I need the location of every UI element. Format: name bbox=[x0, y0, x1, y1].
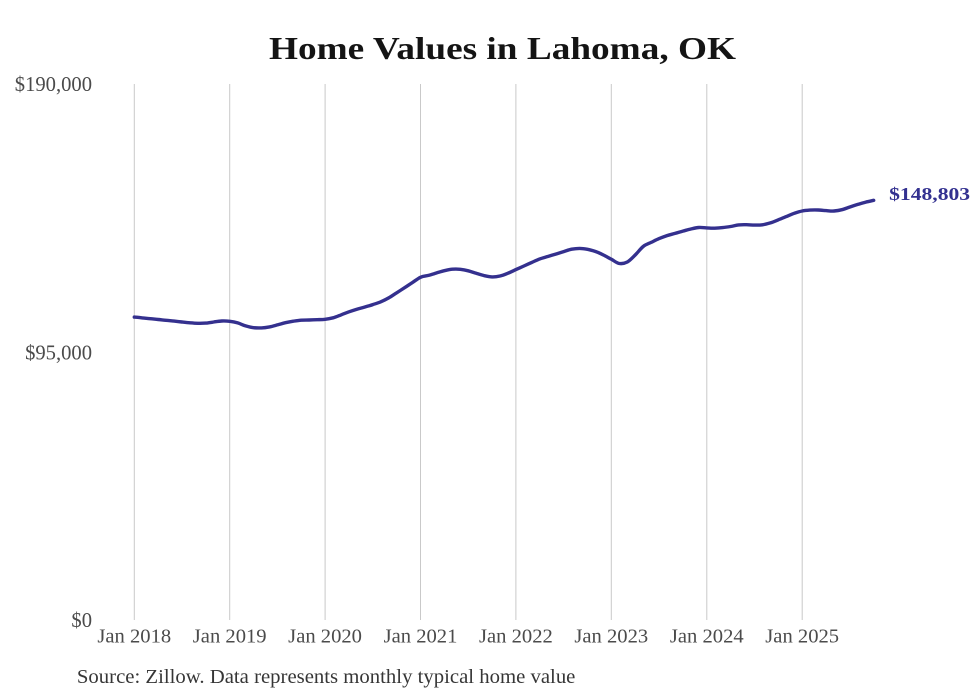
svg-text:Jan 2018: Jan 2018 bbox=[97, 625, 171, 647]
svg-text:Home Values in Lahoma, OK: Home Values in Lahoma, OK bbox=[269, 31, 737, 66]
svg-text:Jan 2021: Jan 2021 bbox=[384, 625, 458, 647]
svg-text:$95,000: $95,000 bbox=[25, 342, 92, 364]
svg-text:$190,000: $190,000 bbox=[15, 74, 92, 96]
svg-text:Jan 2025: Jan 2025 bbox=[765, 625, 839, 647]
svg-text:Jan 2023: Jan 2023 bbox=[574, 625, 648, 647]
svg-text:Jan 2020: Jan 2020 bbox=[288, 625, 362, 647]
svg-text:Jan 2022: Jan 2022 bbox=[479, 625, 553, 647]
svg-text:Jan 2019: Jan 2019 bbox=[193, 625, 267, 647]
svg-text:$148,803: $148,803 bbox=[889, 184, 970, 204]
svg-text:Source: Zillow. Data represent: Source: Zillow. Data represents monthly … bbox=[77, 666, 576, 688]
svg-text:Jan 2024: Jan 2024 bbox=[670, 625, 744, 647]
svg-text:$0: $0 bbox=[71, 610, 92, 632]
